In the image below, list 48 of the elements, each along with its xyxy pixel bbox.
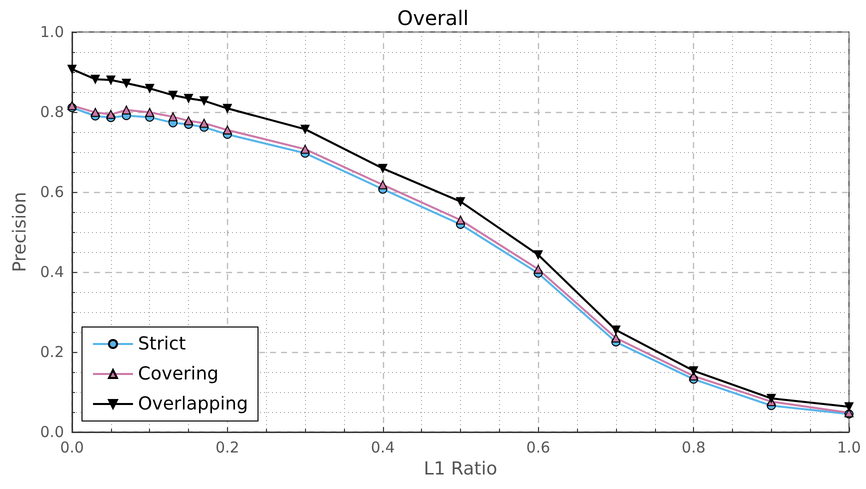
x-tick-label: 0.8 (682, 438, 706, 456)
point (145, 108, 154, 117)
point (300, 124, 310, 134)
point (766, 394, 776, 403)
legend-label: Covering (138, 364, 219, 384)
point (456, 216, 465, 224)
point (534, 264, 543, 274)
point (90, 108, 100, 117)
point (300, 144, 310, 154)
point (168, 90, 178, 100)
point (68, 64, 76, 74)
point (534, 250, 543, 260)
point (611, 326, 620, 334)
x-tick-label: 0.6 (526, 438, 550, 456)
point (689, 366, 698, 376)
point (145, 84, 154, 93)
y-tick-label: 1.0 (40, 23, 64, 41)
x-tick-label: 1.0 (837, 438, 861, 456)
point (122, 106, 131, 114)
point (222, 126, 232, 134)
x-tick-label: 0.4 (370, 438, 395, 456)
y-tick-label: 0.6 (40, 183, 64, 201)
x-axis-title: L1 Ratio (424, 458, 498, 480)
point (611, 334, 620, 342)
y-tick-label: 0.2 (40, 343, 64, 361)
point (122, 78, 131, 88)
point (378, 180, 388, 190)
chart-title: Overall (397, 6, 469, 30)
point (200, 118, 209, 128)
y-tick-label: 0.8 (40, 103, 64, 121)
legend-label: Overlapping (138, 394, 248, 414)
point (168, 112, 178, 122)
point (378, 164, 388, 173)
x-tick-label: 0.2 (215, 438, 240, 456)
point (200, 96, 209, 106)
point (844, 402, 854, 412)
y-axis-title: Precision (10, 192, 31, 272)
point (106, 110, 116, 119)
y-tick-label: 0.0 (40, 423, 64, 441)
point (106, 76, 116, 84)
x-tick-label: 0.0 (60, 438, 84, 456)
point (90, 74, 100, 84)
point (184, 116, 194, 126)
point (456, 197, 465, 206)
point (222, 104, 232, 113)
y-tick-label: 0.4 (40, 263, 64, 281)
legend-label: Strict (138, 334, 186, 354)
point (184, 94, 194, 103)
